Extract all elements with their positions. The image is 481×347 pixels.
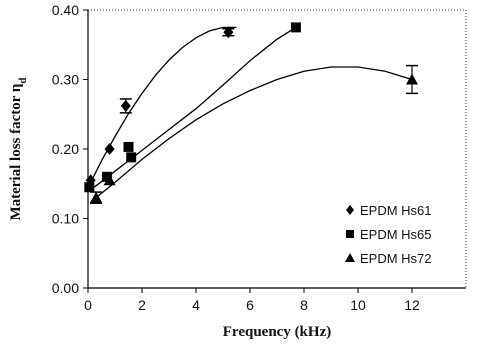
x-tick-label: 6 [246,297,254,313]
data-point-diamond [104,143,115,155]
legend-label: EPDM Hs72 [360,251,432,266]
fit-curve-diamond [90,26,237,183]
legend: EPDM Hs61 EPDM Hs65 EPDM Hs72 [345,203,432,266]
legend-label: EPDM Hs65 [360,227,432,242]
fit-curve-triangle [95,66,413,199]
x-axis-label: Frequency (kHz) [223,324,331,340]
fit-curves [88,26,413,199]
data-point-square [123,141,134,152]
fit-curve-square [88,26,297,192]
x-tick-label: 0 [84,297,92,313]
data-point-square [84,182,95,193]
error-bars [90,28,418,204]
y-tick-label: 0.20 [52,141,79,157]
data-markers [84,22,418,203]
y-tick-label: 0.40 [52,2,79,18]
y-tick-label: 0.00 [52,280,79,296]
y-axis-label-main: Material loss factor η [8,84,24,221]
data-point-triangle [90,191,103,203]
x-tick-label: 2 [138,297,146,313]
legend-marker-square [346,230,354,238]
legend-marker-triangle [345,253,355,262]
data-point-square [101,171,112,182]
y-axis-label: Material loss factor ηd [8,77,29,220]
data-point-diamond [120,99,131,112]
x-tick-label: 12 [404,297,420,313]
data-point-triangle [406,73,418,85]
data-point-triangle [103,174,116,186]
x-tick-label: 10 [350,297,366,313]
y-tick-label: 0.30 [52,72,79,88]
data-point-square [290,22,301,33]
y-axis-label-subscript: d [17,77,29,83]
legend-marker-diamond [346,205,354,215]
data-point-square [126,152,137,163]
y-tick-label: 0.10 [52,211,79,227]
axes: 0.00 0.10 0.20 0.30 0.40 0 2 4 6 8 10 12 [52,2,467,313]
x-tick-label: 8 [300,297,308,313]
x-tick-label: 4 [192,297,200,313]
legend-label: EPDM Hs61 [360,203,432,218]
data-point-diamond [223,26,234,39]
